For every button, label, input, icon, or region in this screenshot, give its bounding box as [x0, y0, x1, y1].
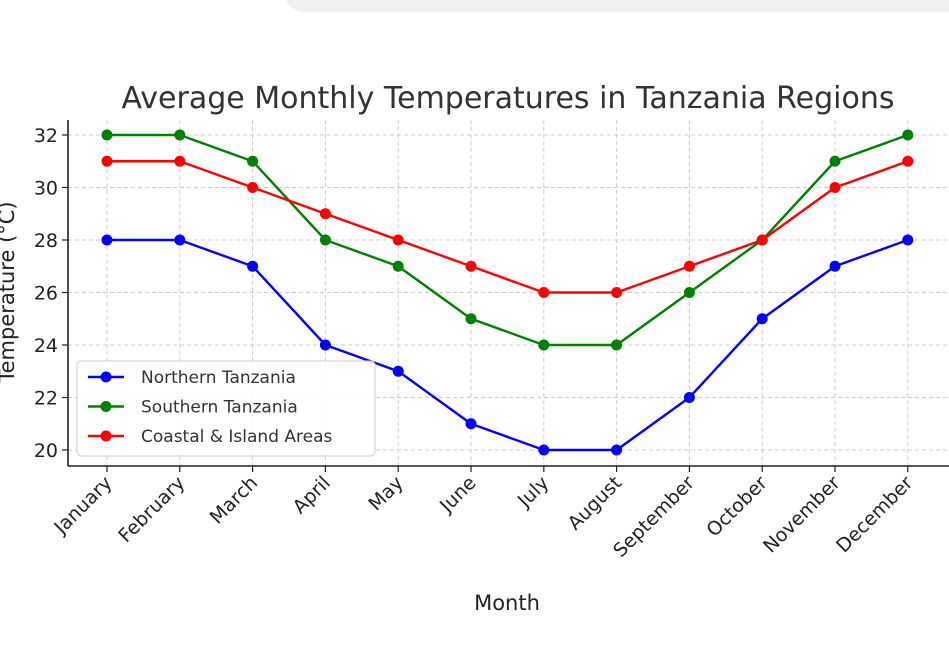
series-2 — [101, 129, 914, 351]
x-tick-label: January — [49, 472, 116, 539]
series-line — [107, 238, 909, 452]
data-point — [902, 155, 914, 167]
data-point — [829, 260, 841, 272]
x-tick-label: October — [702, 472, 771, 541]
y-tick-label: 30 — [34, 178, 58, 200]
x-tick-label: December — [832, 472, 917, 557]
data-point — [101, 129, 113, 141]
data-point — [174, 234, 186, 246]
data-point — [611, 287, 623, 298]
data-point — [538, 287, 550, 298]
data-point — [683, 287, 695, 298]
legend-marker — [100, 401, 112, 412]
window-top-bar — [283, 0, 949, 12]
data-point — [829, 155, 841, 167]
data-point — [392, 365, 404, 377]
data-point — [101, 234, 113, 246]
x-tick-label: May — [364, 472, 407, 515]
y-tick-label: 24 — [34, 335, 58, 357]
y-tick-label: 32 — [34, 125, 58, 147]
data-point — [465, 313, 477, 325]
data-point — [392, 234, 404, 246]
data-point — [392, 260, 404, 272]
data-point — [174, 129, 186, 141]
legend: Northern Tanzania Southern Tanzania Coasta… — [76, 360, 376, 457]
legend-marker — [100, 430, 112, 442]
x-tick-label: February — [114, 472, 189, 547]
data-point — [247, 155, 259, 167]
data-point — [902, 234, 914, 246]
series-3 — [101, 155, 914, 298]
data-point — [611, 444, 623, 456]
legend-entry: Southern Tanzania — [141, 398, 298, 418]
x-tick-label: August — [564, 472, 627, 535]
x-tick-label: June — [435, 472, 481, 518]
y-tick-labels: 20 22 24 26 28 30 32 — [34, 125, 68, 462]
data-point — [101, 155, 113, 167]
y-tick-label: 26 — [34, 283, 58, 305]
x-axis-label: Month — [474, 591, 540, 615]
x-tick-label: April — [289, 472, 335, 518]
data-point — [465, 418, 477, 430]
chart-title: Average Monthly Temperatures in Tanzania… — [122, 81, 895, 116]
series-1 — [101, 234, 914, 456]
data-point — [538, 444, 550, 456]
data-point — [247, 182, 259, 193]
x-tick-label: March — [206, 472, 263, 529]
data-point — [319, 208, 331, 220]
legend-marker — [100, 371, 112, 383]
x-tick-label: November — [759, 472, 845, 558]
data-point — [174, 155, 186, 167]
data-point — [319, 234, 331, 246]
y-tick-label: 22 — [34, 388, 58, 410]
x-tick-label: July — [513, 472, 553, 512]
data-point — [683, 260, 695, 272]
data-point — [756, 313, 768, 325]
legend-box — [76, 360, 376, 457]
data-point — [902, 129, 914, 141]
y-axis-label: Temperature (°C) — [0, 201, 19, 383]
data-point — [611, 339, 623, 351]
legend-entry: Northern Tanzania — [141, 368, 296, 388]
series-line — [107, 133, 909, 347]
y-tick-label: 28 — [34, 230, 58, 252]
data-point — [319, 339, 331, 351]
data-point — [683, 392, 695, 403]
legend-entry: Coastal & Island Areas — [141, 427, 333, 447]
series-lines — [101, 129, 914, 456]
data-point — [465, 260, 477, 272]
data-point — [538, 339, 550, 351]
data-point — [829, 182, 841, 193]
series-line — [107, 160, 909, 294]
data-point — [756, 234, 768, 246]
data-point — [247, 260, 259, 272]
y-tick-label: 20 — [34, 440, 58, 462]
